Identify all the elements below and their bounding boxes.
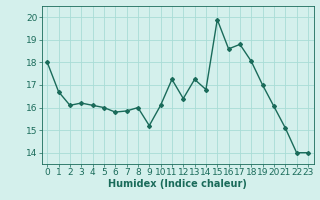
X-axis label: Humidex (Indice chaleur): Humidex (Indice chaleur) bbox=[108, 179, 247, 189]
